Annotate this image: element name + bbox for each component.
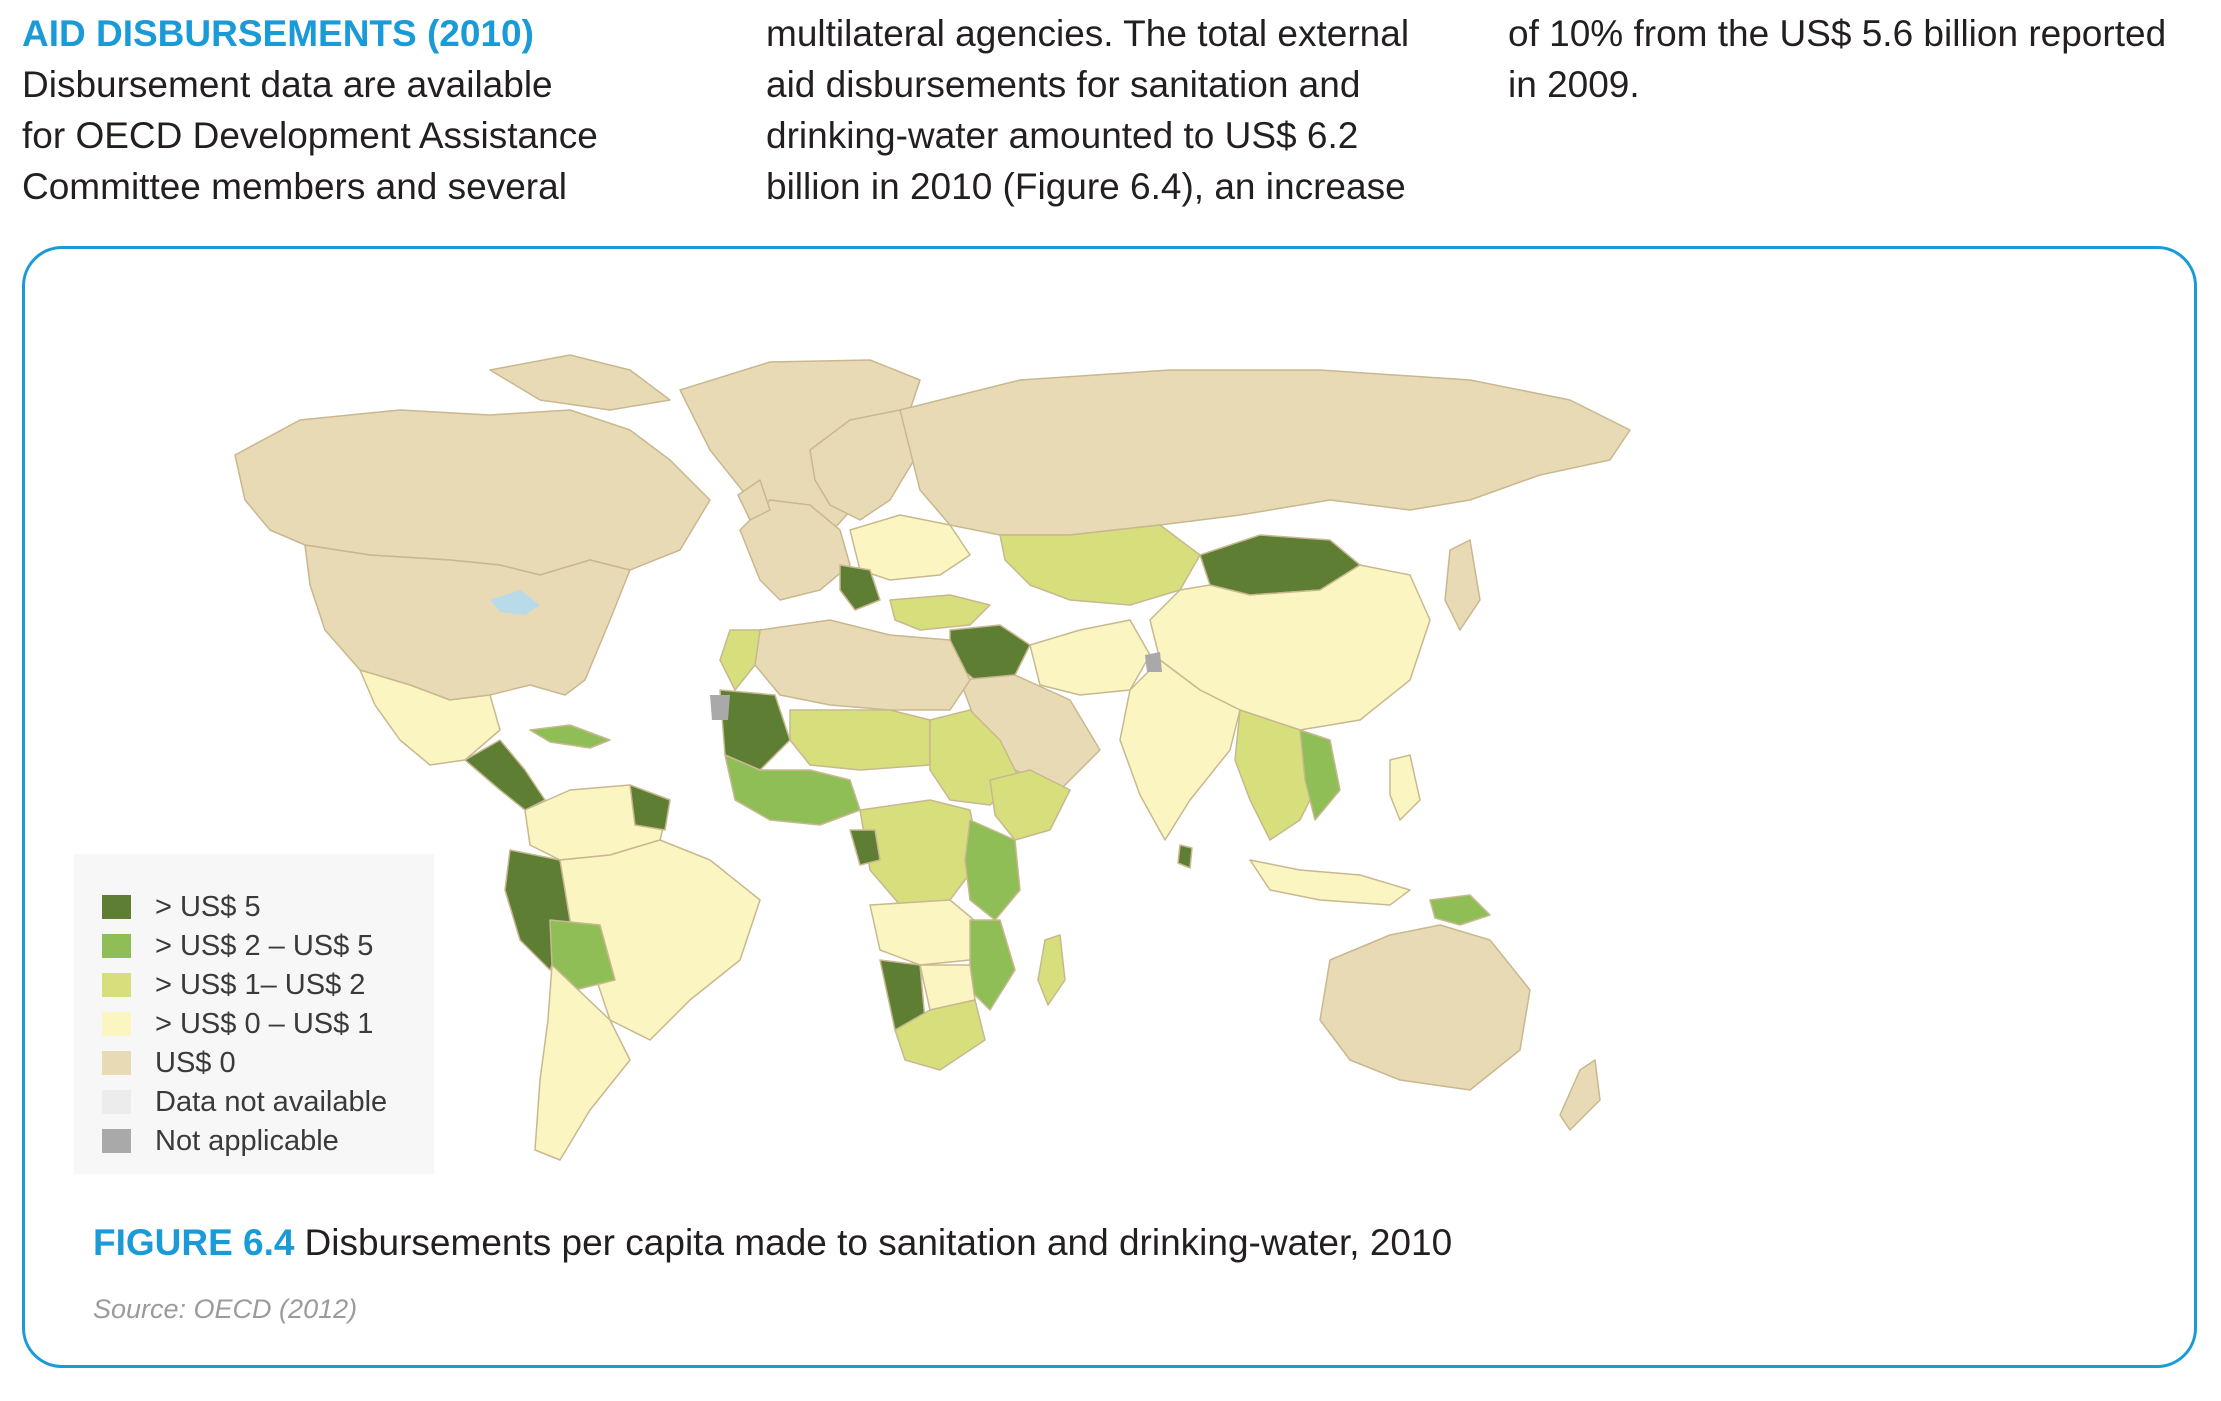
legend-label: > US$ 5 <box>155 890 261 923</box>
legend-swatch <box>102 1129 131 1153</box>
region-central-asia <box>999 524 1201 606</box>
legend-label: > US$ 0 – US$ 1 <box>155 1007 374 1040</box>
legend-item: > US$ 2 – US$ 5 <box>102 929 373 963</box>
region-caribbean <box>529 724 611 749</box>
region-mozambique <box>969 919 1016 1011</box>
intro-text-line: Committee members and several <box>22 166 567 207</box>
region-turkey <box>889 594 991 631</box>
legend-label: US$ 0 <box>155 1046 236 1079</box>
region-russia <box>899 369 1631 536</box>
figure-label: FIGURE 6.4 <box>93 1222 295 1263</box>
figure-source: Source: OECD (2012) <box>93 1294 358 1324</box>
region-central-america <box>464 739 546 811</box>
figure-frame <box>22 246 2197 1368</box>
region-japan <box>1444 539 1481 631</box>
section-heading: AID DISBURSEMENTS (2010) <box>22 13 534 54</box>
region-indonesia <box>1249 859 1411 906</box>
region-sri-lanka <box>1177 844 1193 869</box>
region-bolivia <box>549 919 616 991</box>
legend-label: Data not available <box>155 1085 388 1118</box>
region-arctic-islands <box>489 354 671 411</box>
region-new-zealand <box>1559 1059 1601 1131</box>
legend-label: Not applicable <box>155 1124 339 1157</box>
region-not-applicable-western-sahara <box>710 695 730 720</box>
region-mexico <box>359 669 501 766</box>
region-horn <box>989 769 1071 841</box>
region-guyana <box>629 784 671 831</box>
region-not-applicable-kashmir <box>1145 652 1162 672</box>
region-iran-afghanistan <box>1029 619 1151 696</box>
intro-text-line: for OECD Development Assistance <box>22 115 598 156</box>
region-south-africa <box>894 999 986 1071</box>
intro-text-line: aid disbursements for sanitation and <box>766 64 1361 105</box>
intro-text-line: drinking-water amounted to US$ 6.2 <box>766 115 1359 156</box>
region-europe-west <box>739 499 851 601</box>
region-great-lakes <box>490 590 540 615</box>
legend-swatch <box>102 1090 131 1114</box>
region-scandinavia <box>809 409 921 521</box>
world-map <box>70 300 2150 1180</box>
intro-text-line: multilateral agencies. The total externa… <box>766 13 1410 54</box>
legend-label: > US$ 2 – US$ 5 <box>155 929 374 962</box>
world-map-svg <box>234 354 1631 1161</box>
intro-column-1: AID DISBURSEMENTS (2010) Disbursement da… <box>22 8 722 212</box>
legend-swatch <box>102 973 131 997</box>
figure-caption-text: Disbursements per capita made to sanitat… <box>304 1222 1453 1263</box>
legend-item: > US$ 5 <box>102 890 261 924</box>
region-madagascar <box>1037 934 1066 1006</box>
legend-swatch <box>102 1012 131 1036</box>
region-mauritania <box>719 689 791 771</box>
figure-caption: FIGURE 6.4 Disbursements per capita made … <box>93 1222 1452 1264</box>
legend-label: > US$ 1– US$ 2 <box>155 968 366 1001</box>
intro-text-line: in 2009. <box>1508 64 1640 105</box>
region-usa <box>304 544 631 701</box>
region-angola-zambia <box>869 899 981 966</box>
region-philippines <box>1389 754 1421 821</box>
legend-item: US$ 0 <box>102 1046 236 1080</box>
intro-text-line: of 10% from the US$ 5.6 billion reported <box>1508 13 2167 54</box>
intro-text-line: billion in 2010 (Figure 6.4), an increas… <box>766 166 1406 207</box>
region-india <box>1119 659 1241 841</box>
legend-item: > US$ 1– US$ 2 <box>102 968 365 1002</box>
region-balkans <box>839 564 881 611</box>
legend-item: > US$ 0 – US$ 1 <box>102 1007 373 1041</box>
legend-item: Data not available <box>102 1085 387 1119</box>
legend-item: Not applicable <box>102 1124 339 1158</box>
intro-column-2: multilateral agencies. The total externa… <box>766 8 1486 212</box>
region-north-africa <box>754 619 971 711</box>
region-vietnam <box>1299 729 1341 821</box>
region-gabon-congo <box>849 829 881 866</box>
region-sahel <box>789 709 931 771</box>
map-legend: > US$ 5 > US$ 2 – US$ 5 > US$ 1– US$ 2 >… <box>74 854 434 1174</box>
legend-swatch <box>102 934 131 958</box>
legend-swatch <box>102 1051 131 1075</box>
region-morocco <box>719 629 761 691</box>
intro-text-line: Disbursement data are available <box>22 64 553 105</box>
region-central-africa <box>859 799 981 906</box>
region-southern-cone <box>534 964 631 1161</box>
region-australia <box>1319 924 1531 1091</box>
region-uk <box>737 479 771 521</box>
legend-swatch <box>102 895 131 919</box>
region-png <box>1429 894 1491 926</box>
intro-column-3: of 10% from the US$ 5.6 billion reported… <box>1508 8 2208 110</box>
